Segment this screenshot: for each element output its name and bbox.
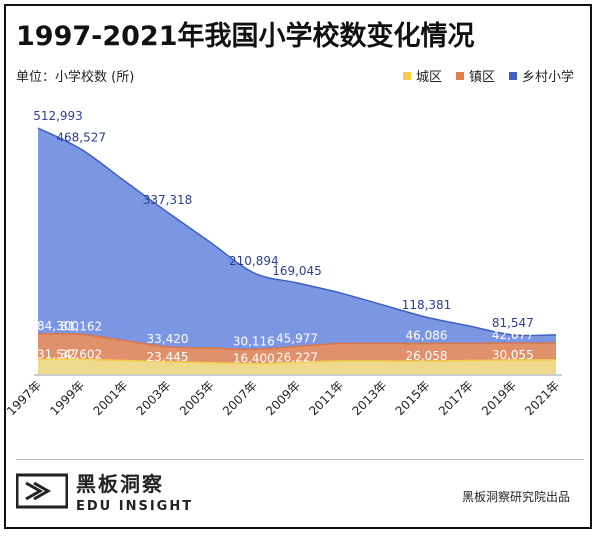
x-tick-label: 2015年 xyxy=(393,378,433,418)
urban-area xyxy=(38,359,556,374)
x-tick-label: 1999年 xyxy=(47,378,87,418)
legend-label-urban: 城区 xyxy=(415,70,442,85)
x-tick-label: 2005年 xyxy=(177,378,217,418)
legend-swatch-urban xyxy=(402,71,411,80)
x-tick-label: 2019年 xyxy=(479,378,519,418)
legend-label-town: 镇区 xyxy=(468,70,495,85)
brand-logo: 黑板洞察 EDU INSIGHT xyxy=(16,468,193,514)
brand-name-cn: 黑板洞察 xyxy=(76,472,164,496)
legend-item-urban: 城区 xyxy=(402,66,442,85)
town-value-label: 42,677 xyxy=(492,328,534,342)
brand-name-en: EDU INSIGHT xyxy=(76,499,194,514)
urban-value-label: 26,058 xyxy=(406,349,448,363)
rural-value-label: 210,894 xyxy=(229,254,279,268)
footer-divider xyxy=(16,459,584,460)
rural-value-label: 337,318 xyxy=(143,193,193,207)
unit-label: 单位：小学校数 (所) xyxy=(16,70,135,85)
town-value-label: 84,300 xyxy=(37,319,79,333)
urban-value-label: 23,445 xyxy=(147,350,189,364)
urban-value-label: 26,227 xyxy=(276,350,318,364)
legend-item-rural: 乡村小学 xyxy=(508,66,574,85)
rural-value-label: 468,527 xyxy=(56,130,106,144)
urban-value-label: 31,547 xyxy=(37,348,79,362)
rural-value-label: 118,381 xyxy=(402,298,452,312)
source-note: 黑板洞察研究院出品 xyxy=(461,490,570,504)
x-tick-label: 2009年 xyxy=(263,378,303,418)
legend-swatch-town xyxy=(455,71,464,80)
x-tick-label: 1997年 xyxy=(4,378,44,418)
rural-value-label: 81,547 xyxy=(492,316,534,330)
x-tick-label: 2021年 xyxy=(522,378,562,418)
rural-line xyxy=(37,127,557,337)
town-line xyxy=(37,333,557,351)
legend-item-town: 镇区 xyxy=(455,66,495,85)
legend: 城区 镇区 乡村小学 xyxy=(402,66,574,85)
town-value-label: 33,420 xyxy=(147,332,189,346)
urban-line xyxy=(37,358,557,365)
town-value-label: 30,116 xyxy=(233,334,275,348)
urban-value-label: 32,602 xyxy=(60,347,102,361)
urban-value-label: 30,055 xyxy=(492,348,534,362)
x-tick-label: 2007年 xyxy=(220,378,260,418)
chart-frame xyxy=(4,4,592,529)
rural-value-label: 169,045 xyxy=(272,264,322,278)
chart-title: 1997-2021年我国小学校数变化情况 xyxy=(16,21,475,52)
brand-logo-icon xyxy=(16,473,68,509)
x-tick-label: 2003年 xyxy=(134,378,174,418)
town-value-label: 46,086 xyxy=(406,328,448,342)
town-value-label: 45,977 xyxy=(276,331,318,345)
x-tick-label: 2017年 xyxy=(436,378,476,418)
x-tick-label: 2001年 xyxy=(90,378,130,418)
legend-swatch-rural xyxy=(508,71,517,80)
x-tick-label: 2011年 xyxy=(306,378,346,418)
rural-value-label: 512,993 xyxy=(33,109,83,123)
x-tick-label: 2013年 xyxy=(349,378,389,418)
urban-value-label: 16,400 xyxy=(233,352,275,366)
town-value-label: 81,162 xyxy=(60,319,102,333)
rural-area xyxy=(38,128,556,374)
legend-label-rural: 乡村小学 xyxy=(521,70,574,85)
